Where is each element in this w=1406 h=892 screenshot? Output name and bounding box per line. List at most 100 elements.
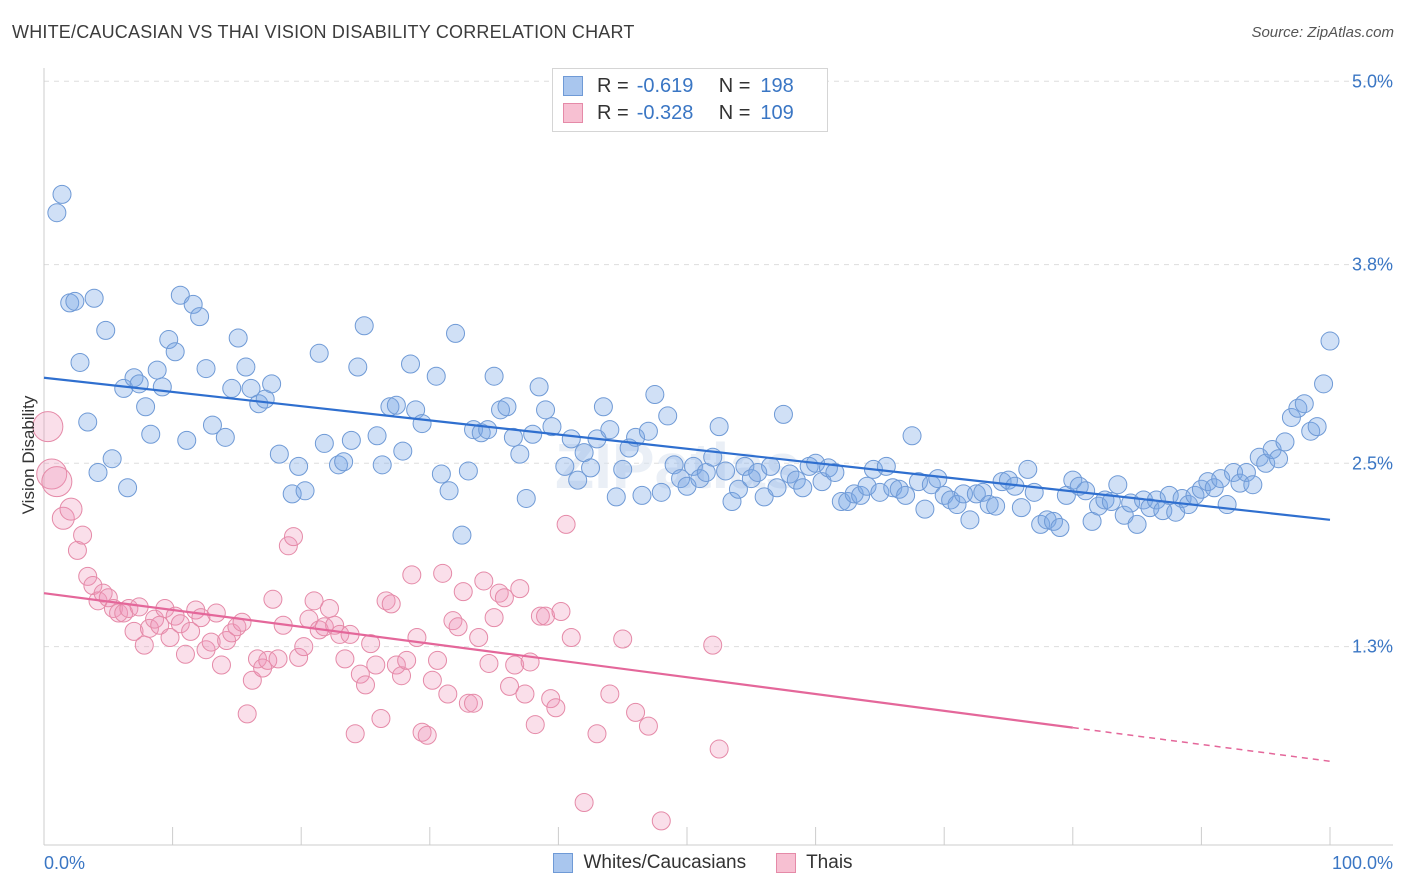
white-point — [658, 406, 678, 426]
thai-point — [392, 666, 412, 686]
r-label: R = — [597, 101, 629, 124]
white-point — [334, 452, 354, 472]
thai-point — [422, 670, 442, 690]
white-point — [722, 492, 742, 511]
y-axis-label: Vision Disability — [19, 395, 38, 514]
white-point — [1050, 517, 1070, 537]
thai-point — [51, 506, 75, 530]
white-point — [1281, 407, 1301, 427]
thai-point — [651, 811, 671, 831]
thai-point — [464, 693, 484, 713]
whites-points — [47, 184, 1340, 545]
thai-point — [206, 603, 226, 623]
white-point — [84, 288, 104, 308]
y-tick-label: 5.0% — [1352, 71, 1393, 91]
thai-point — [247, 649, 267, 669]
thai-point — [83, 576, 103, 596]
white-point — [1275, 432, 1295, 452]
thai-point — [201, 632, 221, 652]
white-point — [1076, 481, 1096, 501]
thai-point — [78, 566, 98, 586]
white-point — [183, 294, 203, 314]
white-point — [851, 485, 871, 505]
thai-point — [263, 589, 283, 609]
legend-label-thais: Thais — [806, 852, 853, 873]
n-label: N = — [718, 101, 751, 124]
white-point — [754, 487, 774, 507]
y-tick-label: 3.8% — [1352, 255, 1393, 275]
thai-point — [561, 627, 581, 647]
white-point — [896, 485, 916, 505]
white-point — [401, 354, 421, 374]
white-point — [773, 404, 793, 424]
thai-point — [386, 655, 406, 675]
white-point — [1140, 498, 1160, 518]
thai-point — [59, 497, 83, 521]
white-point — [593, 397, 613, 417]
thais-legend-swatch — [776, 853, 797, 873]
thai-point — [242, 670, 262, 690]
thai-point — [304, 591, 324, 611]
white-point — [761, 456, 781, 476]
thais-points — [32, 411, 729, 831]
thai-point — [258, 650, 278, 670]
thai-point — [703, 635, 723, 655]
thai-point — [433, 563, 453, 583]
white-point — [348, 357, 368, 377]
white-point — [314, 433, 334, 453]
thai-point — [613, 629, 633, 649]
r-label: R = — [597, 74, 629, 97]
thai-point — [278, 536, 298, 556]
thai-point — [412, 722, 432, 742]
thai-point — [124, 621, 144, 641]
white-point — [386, 395, 406, 415]
axes — [43, 68, 1393, 846]
thai-point — [283, 527, 303, 547]
thai-point — [709, 739, 729, 759]
thai-point — [525, 715, 545, 735]
thai-point — [335, 649, 355, 669]
white-point — [282, 484, 302, 504]
white-point — [600, 420, 620, 440]
white-point — [458, 461, 478, 481]
white-point — [645, 385, 665, 405]
thai-point — [530, 606, 550, 626]
n-label: N = — [718, 74, 751, 97]
watermark: ZIPatlas — [555, 430, 800, 502]
white-point — [367, 426, 387, 446]
thai-point — [289, 647, 309, 667]
white-point — [70, 352, 90, 372]
n-value: 198 — [760, 74, 794, 97]
legend-item-whites: Whites/Caucasians — [553, 852, 746, 874]
thai-point — [515, 684, 535, 704]
thais-trend-line — [43, 592, 1073, 729]
white-point — [196, 359, 216, 379]
white-point — [102, 449, 122, 469]
white-point — [613, 459, 633, 479]
y-tick-labels: 1.3% 2.5% 3.8% 5.0% — [1352, 71, 1393, 656]
trend-lines — [43, 376, 1331, 763]
white-point — [159, 330, 179, 350]
white-point — [497, 397, 517, 417]
white-point — [1159, 485, 1179, 505]
white-point — [215, 427, 235, 447]
white-point — [581, 458, 601, 478]
thai-point — [170, 614, 190, 634]
white-point — [632, 485, 652, 505]
thai-point — [556, 514, 576, 534]
white-point — [915, 499, 935, 519]
white-point — [118, 478, 138, 498]
white-point — [165, 342, 185, 362]
x-tick-label-min: 0.0% — [44, 853, 85, 873]
white-point — [88, 462, 108, 482]
whites-swatch — [563, 76, 583, 96]
white-point — [295, 481, 315, 501]
white-point — [928, 469, 948, 489]
white-point — [568, 470, 588, 490]
whites-legend-swatch — [553, 853, 574, 873]
thai-point — [428, 650, 448, 670]
thai-point — [402, 565, 422, 585]
thai-point — [181, 621, 201, 641]
white-point — [870, 482, 890, 502]
thai-point — [319, 598, 339, 618]
